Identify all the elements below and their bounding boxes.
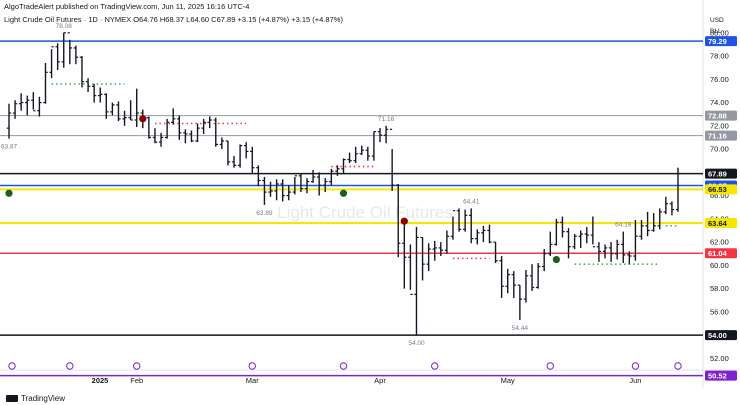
level-tag-3 xyxy=(705,168,737,179)
price-tick-label: 66.00 xyxy=(710,191,729,200)
level-tag-1 xyxy=(705,110,737,121)
signal-dot-0 xyxy=(5,189,13,197)
price-annotation-5: 63.87 xyxy=(1,144,18,151)
time-tick-label: Jun xyxy=(629,376,641,385)
price-annotation-0: 78.08 xyxy=(56,23,73,30)
level-tag-label-1: 72.88 xyxy=(708,111,727,120)
tradingview-brand-label: TradingView xyxy=(21,394,66,403)
event-marker-icon xyxy=(546,362,554,370)
price-annotation-7: 54.44 xyxy=(512,325,529,332)
time-tick-label: Feb xyxy=(130,376,143,385)
level-tag-label-3: 67.89 xyxy=(708,169,727,178)
signal-dot-3 xyxy=(400,217,408,225)
watermark-text: Light Crude Oil Futures xyxy=(277,203,453,222)
event-marker-icon xyxy=(248,362,256,370)
signal-dot-2 xyxy=(339,189,348,197)
price-tick-label: 72.00 xyxy=(710,121,729,130)
time-tick-label: Mar xyxy=(246,376,259,385)
level-tag-label-9: 50.52 xyxy=(708,371,727,380)
price-tick-label: 78.00 xyxy=(710,52,729,61)
level-tag-label-8: 54.00 xyxy=(708,331,727,340)
tradingview-footer[interactable]: TradingView xyxy=(6,394,65,403)
level-tag-7 xyxy=(705,248,737,259)
price-tick-label: 60.00 xyxy=(710,261,729,270)
signal-dot-1 xyxy=(139,115,147,123)
level-tag-label-7: 61.04 xyxy=(708,249,728,258)
level-tag-label-2: 71.16 xyxy=(708,131,727,140)
currency-label: USD xyxy=(710,17,724,24)
price-tick-label: 58.00 xyxy=(710,284,729,293)
price-tick-label: 76.00 xyxy=(710,75,729,84)
signal-dot-4 xyxy=(552,255,560,264)
event-marker-icon xyxy=(66,362,74,370)
price-annotation-1: 71.16 xyxy=(378,116,395,123)
symbol-info-line: Light Crude Oil Futures · 1D · NYMEX O64… xyxy=(4,15,343,24)
published-line: AlgoTradeAlert published on TradingView.… xyxy=(4,2,250,11)
level-tag-label-0: 79.29 xyxy=(708,37,727,46)
event-marker-icon xyxy=(133,362,141,370)
level-tag-0 xyxy=(705,36,737,47)
price-tick-label: 74.00 xyxy=(710,98,729,107)
price-tick-label: 80.00 xyxy=(710,28,729,37)
price-tick-label: 56.00 xyxy=(710,307,729,316)
level-tag-5 xyxy=(705,184,737,195)
level-tag-9 xyxy=(705,370,737,381)
time-tick-label: Apr xyxy=(374,376,386,385)
price-tick-label: 52.00 xyxy=(710,354,729,363)
price-tick-label: 70.00 xyxy=(710,145,729,154)
level-tag-2 xyxy=(705,130,737,141)
event-marker-icon xyxy=(631,362,640,370)
level-tag-label-5: 66.53 xyxy=(708,185,727,194)
price-annotation-3: 64.19 xyxy=(615,222,632,229)
time-tick-label: May xyxy=(501,376,515,385)
indicator-label: BLL xyxy=(710,28,722,35)
time-tick-label: 2025 xyxy=(92,376,109,385)
price-annotation-4: 63.89 xyxy=(256,210,273,217)
level-tag-8 xyxy=(705,330,737,341)
level-tag-label-6: 63.64 xyxy=(708,219,728,228)
event-marker-icon xyxy=(431,362,439,370)
event-marker-icon xyxy=(8,362,16,370)
price-tick-label: 62.00 xyxy=(710,238,729,247)
event-marker-icon xyxy=(674,362,682,370)
price-annotation-2: 64.41 xyxy=(463,198,480,205)
event-marker-icon xyxy=(339,362,348,370)
price-annotation-6: 54.00 xyxy=(408,340,425,347)
tradingview-logo-icon xyxy=(6,395,18,402)
level-tag-6 xyxy=(705,218,737,229)
